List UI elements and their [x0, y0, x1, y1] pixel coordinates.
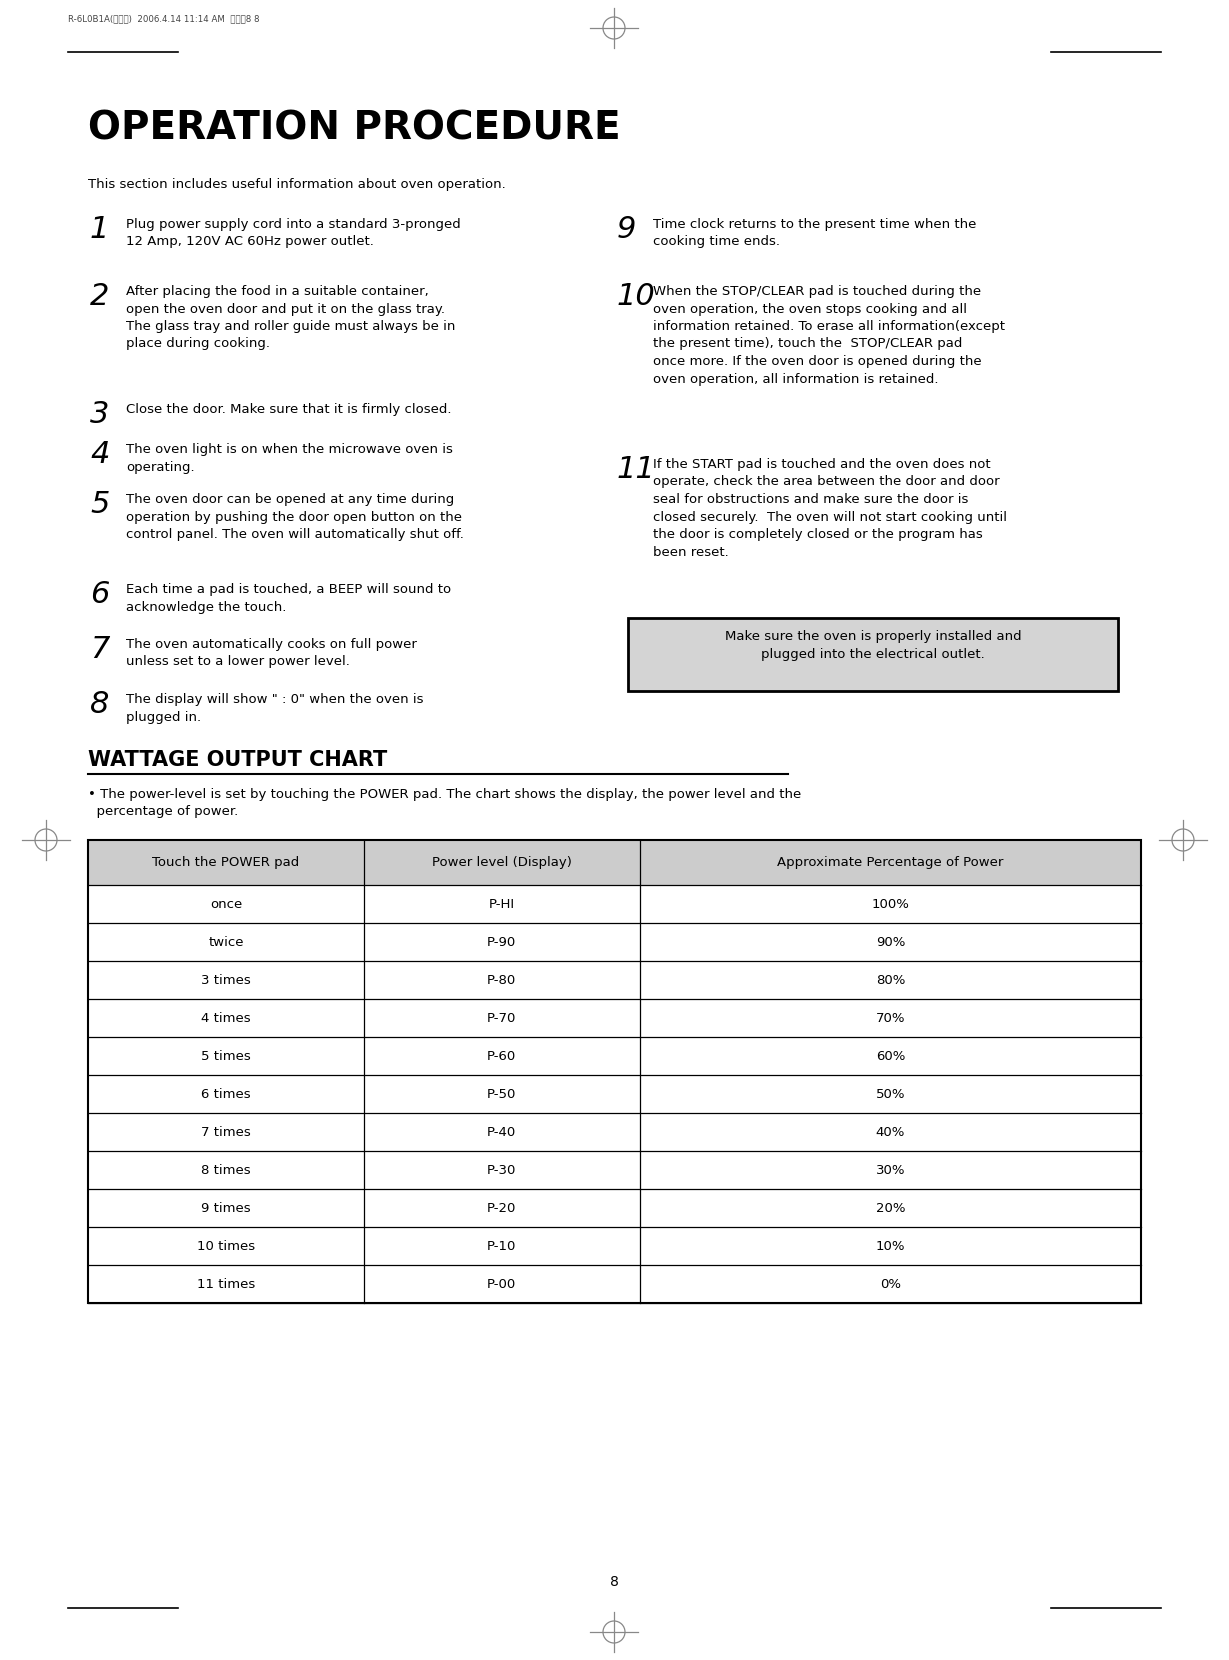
Text: P-50: P-50 — [487, 1087, 516, 1101]
Text: once: once — [210, 898, 242, 910]
Text: The oven door can be opened at any time during
operation by pushing the door ope: The oven door can be opened at any time … — [127, 493, 463, 541]
Text: P-60: P-60 — [487, 1049, 516, 1062]
Text: OPERATION PROCEDURE: OPERATION PROCEDURE — [88, 110, 621, 148]
Text: Power level (Display): Power level (Display) — [431, 857, 571, 868]
Text: Close the door. Make sure that it is firmly closed.: Close the door. Make sure that it is fir… — [127, 403, 451, 417]
Text: P-00: P-00 — [487, 1278, 516, 1290]
Text: 6: 6 — [90, 579, 109, 609]
Text: 6 times: 6 times — [202, 1087, 251, 1101]
Text: 3 times: 3 times — [202, 973, 251, 986]
Text: 0%: 0% — [880, 1278, 901, 1290]
Text: 1: 1 — [90, 216, 109, 244]
Text: If the START pad is touched and the oven does not
operate, check the area betwee: If the START pad is touched and the oven… — [653, 458, 1007, 558]
Text: Plug power supply cord into a standard 3-pronged
12 Amp, 120V AC 60Hz power outl: Plug power supply cord into a standard 3… — [127, 217, 461, 249]
Text: R-6L0B1A(영기본)  2006.4.14 11:14 AM  페이지8 8: R-6L0B1A(영기본) 2006.4.14 11:14 AM 페이지8 8 — [68, 13, 259, 23]
Text: 90%: 90% — [876, 936, 905, 948]
Text: P-70: P-70 — [487, 1011, 516, 1024]
Text: P-80: P-80 — [487, 973, 516, 986]
Text: 10 times: 10 times — [197, 1240, 254, 1253]
Text: The display will show " : 0" when the oven is
plugged in.: The display will show " : 0" when the ov… — [127, 692, 424, 724]
Text: 10: 10 — [617, 282, 656, 310]
Text: 7 times: 7 times — [202, 1125, 251, 1139]
Text: twice: twice — [208, 936, 243, 948]
Text: • The power-level is set by touching the POWER pad. The chart shows the display,: • The power-level is set by touching the… — [88, 788, 801, 802]
Text: 5 times: 5 times — [202, 1049, 251, 1062]
Text: 8: 8 — [610, 1575, 618, 1589]
Text: 9 times: 9 times — [202, 1202, 251, 1215]
Text: 7: 7 — [90, 636, 109, 664]
Text: P-10: P-10 — [487, 1240, 516, 1253]
Text: 20%: 20% — [875, 1202, 905, 1215]
Text: Each time a pad is touched, a BEEP will sound to
acknowledge the touch.: Each time a pad is touched, a BEEP will … — [127, 583, 451, 614]
Text: 40%: 40% — [876, 1125, 905, 1139]
Text: Time clock returns to the present time when the
cooking time ends.: Time clock returns to the present time w… — [653, 217, 976, 249]
Text: P-HI: P-HI — [489, 898, 515, 910]
Text: The oven automatically cooks on full power
unless set to a lower power level.: The oven automatically cooks on full pow… — [127, 637, 417, 669]
Text: When the STOP/CLEAR pad is touched during the
oven operation, the oven stops coo: When the STOP/CLEAR pad is touched durin… — [653, 286, 1005, 385]
Text: This section includes useful information about oven operation.: This section includes useful information… — [88, 178, 506, 191]
Text: percentage of power.: percentage of power. — [88, 805, 238, 818]
Text: 4: 4 — [90, 440, 109, 470]
Text: 4 times: 4 times — [202, 1011, 251, 1024]
Text: Touch the POWER pad: Touch the POWER pad — [152, 857, 300, 868]
Text: Make sure the oven is properly installed and
plugged into the electrical outlet.: Make sure the oven is properly installed… — [725, 631, 1021, 661]
Text: 5: 5 — [90, 490, 109, 520]
Text: 60%: 60% — [876, 1049, 905, 1062]
Text: 8: 8 — [90, 691, 109, 719]
Text: 11: 11 — [617, 455, 656, 485]
FancyBboxPatch shape — [88, 840, 1141, 885]
Text: 2: 2 — [90, 282, 109, 310]
Text: Approximate Percentage of Power: Approximate Percentage of Power — [777, 857, 1004, 868]
Text: 30%: 30% — [875, 1164, 905, 1177]
Text: P-90: P-90 — [487, 936, 516, 948]
Text: The oven light is on when the microwave oven is
operating.: The oven light is on when the microwave … — [127, 443, 452, 473]
Text: 3: 3 — [90, 400, 109, 428]
Text: 9: 9 — [617, 216, 637, 244]
Text: P-20: P-20 — [487, 1202, 516, 1215]
Text: P-40: P-40 — [487, 1125, 516, 1139]
Text: 50%: 50% — [875, 1087, 905, 1101]
Text: 70%: 70% — [875, 1011, 905, 1024]
Text: 100%: 100% — [871, 898, 909, 910]
Text: 11 times: 11 times — [197, 1278, 256, 1290]
Text: WATTAGE OUTPUT CHART: WATTAGE OUTPUT CHART — [88, 750, 387, 770]
Text: 80%: 80% — [876, 973, 905, 986]
Text: After placing the food in a suitable container,
open the oven door and put it on: After placing the food in a suitable con… — [127, 286, 456, 350]
Text: 8 times: 8 times — [202, 1164, 251, 1177]
Text: P-30: P-30 — [487, 1164, 516, 1177]
Text: 10%: 10% — [875, 1240, 905, 1253]
FancyBboxPatch shape — [628, 618, 1118, 691]
